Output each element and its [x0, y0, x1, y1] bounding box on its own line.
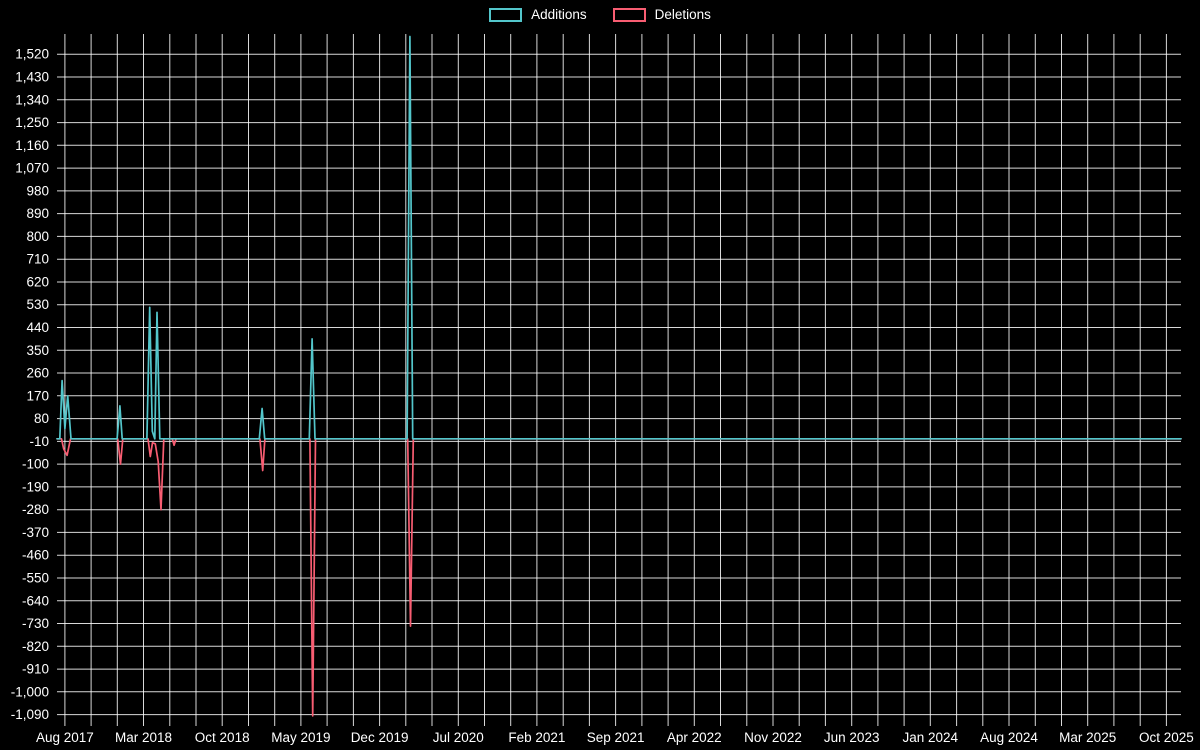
x-tick-label: Oct 2025: [1139, 730, 1194, 745]
y-tick-label: 710: [26, 252, 49, 267]
y-tick-label: -280: [22, 502, 49, 517]
x-tick-label: Aug 2017: [36, 730, 94, 745]
additions-line: [56, 35, 1182, 440]
deletions-line: [56, 437, 1182, 717]
y-tick-label: -910: [22, 662, 49, 677]
y-tick-label: 890: [26, 206, 49, 221]
x-tick-label: Jul 2020: [433, 730, 484, 745]
x-tick-label: Mar 2018: [115, 730, 172, 745]
y-tick-label: 1,340: [15, 92, 49, 107]
legend-item-additions[interactable]: Additions: [489, 7, 587, 22]
x-tick-label: May 2019: [271, 730, 330, 745]
x-tick-label: Jan 2024: [903, 730, 959, 745]
y-tick-label: 620: [26, 275, 49, 290]
x-tick-label: Jun 2023: [824, 730, 880, 745]
y-tick-label: 260: [26, 366, 49, 381]
legend-item-deletions[interactable]: Deletions: [612, 7, 711, 22]
y-tick-label: -1,090: [11, 707, 49, 722]
y-tick-label: 1,160: [15, 138, 49, 153]
x-tick-label: Sep 2021: [587, 730, 645, 745]
x-tick-label: Oct 2018: [195, 730, 250, 745]
y-tick-label: -820: [22, 639, 49, 654]
y-tick-label: -100: [22, 457, 49, 472]
y-tick-label: -1,000: [11, 684, 49, 699]
y-tick-label: 1,520: [15, 47, 49, 62]
deletions-swatch-icon: [612, 7, 646, 22]
y-tick-label: -370: [22, 525, 49, 540]
y-tick-label: 440: [26, 320, 49, 335]
y-tick-label: -640: [22, 593, 49, 608]
y-tick-label: 170: [26, 388, 49, 403]
legend-label-deletions: Deletions: [654, 7, 711, 22]
y-tick-label: -460: [22, 548, 49, 563]
x-tick-label: Aug 2024: [980, 730, 1038, 745]
y-tick-label: 980: [26, 183, 49, 198]
y-tick-label: 800: [26, 229, 49, 244]
x-tick-label: Dec 2019: [351, 730, 409, 745]
y-tick-label: -730: [22, 616, 49, 631]
y-tick-label: -10: [29, 434, 49, 449]
x-tick-label: Feb 2021: [508, 730, 565, 745]
y-tick-label: 80: [34, 411, 49, 426]
x-tick-label: Mar 2025: [1059, 730, 1116, 745]
legend: Additions Deletions: [0, 7, 1200, 22]
y-tick-label: 1,430: [15, 70, 49, 85]
y-tick-label: -550: [22, 571, 49, 586]
y-tick-label: 350: [26, 343, 49, 358]
y-tick-label: 530: [26, 297, 49, 312]
y-tick-label: -190: [22, 479, 49, 494]
legend-label-additions: Additions: [531, 7, 587, 22]
y-tick-label: 1,070: [15, 161, 49, 176]
x-tick-label: Apr 2022: [667, 730, 722, 745]
additions-swatch-icon: [489, 7, 523, 22]
y-tick-label: 1,250: [15, 115, 49, 130]
x-tick-label: Nov 2022: [744, 730, 802, 745]
